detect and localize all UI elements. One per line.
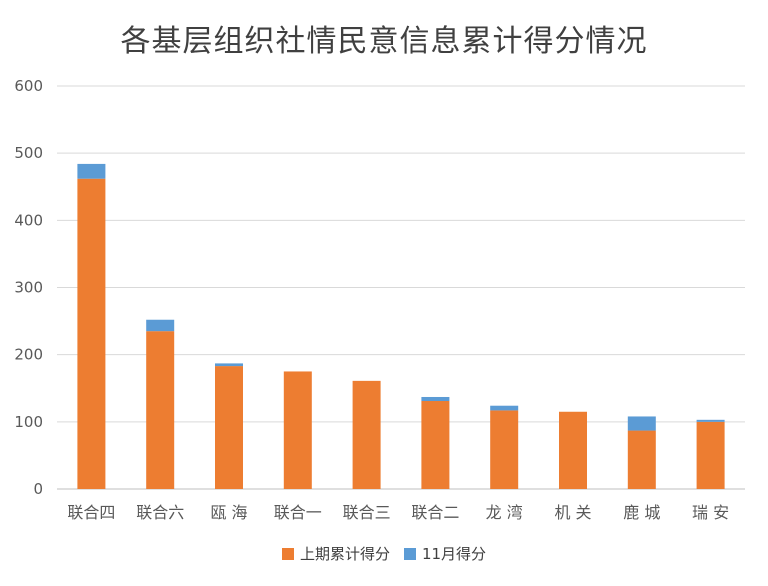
bar-series-1-1 bbox=[146, 319, 175, 332]
legend-item-series-1: 11月得分 bbox=[403, 543, 487, 564]
x-tick-label: 联合三 bbox=[343, 503, 391, 522]
bar-series-0-5 bbox=[421, 401, 450, 489]
legend-label-series-1: 11月得分 bbox=[421, 545, 487, 563]
legend-item-series-0: 上期累计得分 bbox=[281, 543, 390, 564]
x-tick-label: 机 关 bbox=[554, 503, 591, 522]
bar-series-0-8 bbox=[627, 430, 656, 489]
legend-label-series-0: 上期累计得分 bbox=[299, 545, 390, 563]
y-tick-label: 100 bbox=[14, 413, 43, 431]
bar-series-1-5 bbox=[421, 396, 450, 402]
y-tick-label: 400 bbox=[14, 211, 43, 229]
bar-series-1-8 bbox=[627, 416, 656, 431]
x-tick-label: 联合六 bbox=[136, 503, 184, 522]
legend-swatch-series-0 bbox=[281, 547, 294, 560]
bar-series-1-9 bbox=[696, 419, 725, 422]
chart-legend: 上期累计得分 11月得分 bbox=[0, 543, 768, 564]
bar-series-1-2 bbox=[215, 363, 243, 367]
bar-series-0-6 bbox=[490, 410, 519, 489]
x-tick-label: 鹿 城 bbox=[623, 503, 660, 522]
y-tick-label: 600 bbox=[14, 77, 43, 95]
bar-series-0-4 bbox=[352, 380, 381, 489]
y-tick-label: 0 bbox=[33, 480, 43, 498]
y-tick-label: 500 bbox=[14, 144, 43, 162]
bar-series-0-7 bbox=[559, 411, 587, 489]
x-tick-label: 联合一 bbox=[274, 503, 322, 522]
bar-series-1-0 bbox=[77, 163, 106, 179]
x-tick-label: 瑞 安 bbox=[692, 503, 729, 522]
chart-title: 各基层组织社情民意信息累计得分情况 bbox=[120, 24, 648, 59]
bar-series-0-9 bbox=[696, 421, 725, 489]
bar-series-0-2 bbox=[215, 366, 243, 489]
y-tick-label: 300 bbox=[14, 279, 43, 297]
bar-series-1-6 bbox=[490, 405, 519, 411]
legend-swatch-series-1 bbox=[403, 547, 416, 560]
x-tick-label: 联合四 bbox=[67, 503, 115, 522]
bar-series-0-1 bbox=[146, 331, 175, 489]
x-tick-label: 龙 湾 bbox=[486, 503, 523, 522]
bar-series-0-3 bbox=[283, 371, 312, 489]
bar-series-0-0 bbox=[77, 178, 106, 489]
x-tick-label: 瓯 海 bbox=[210, 503, 247, 522]
x-tick-label: 联合二 bbox=[411, 503, 459, 522]
y-tick-label: 200 bbox=[14, 346, 43, 364]
